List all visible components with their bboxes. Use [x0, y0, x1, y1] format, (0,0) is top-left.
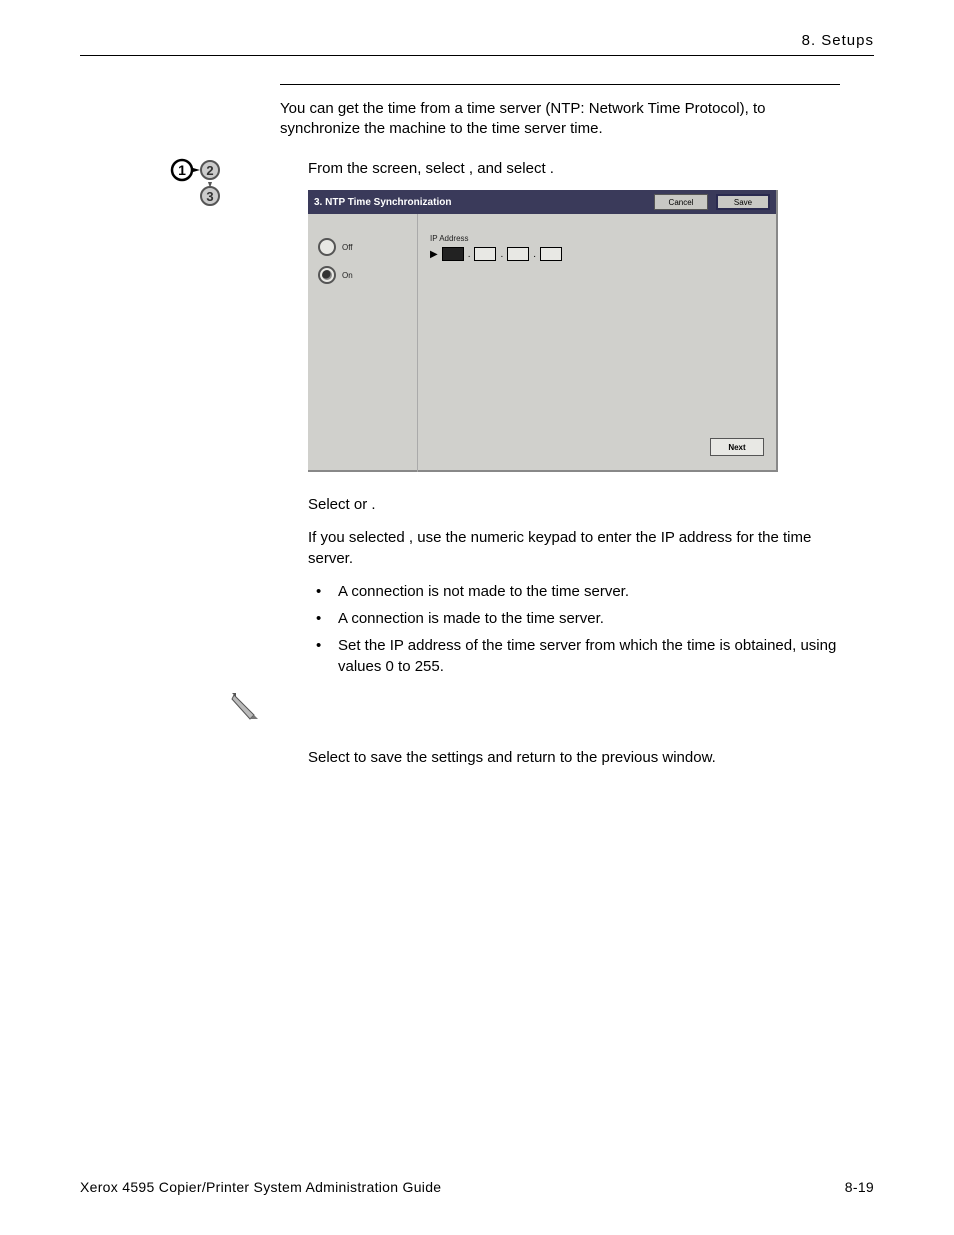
screenshot-header: 3. NTP Time Synchronization Cancel Save: [308, 190, 776, 214]
step-1-row: 1 2 3 From the screen, select , and sele…: [280, 158, 840, 473]
step4-rest: to save the settings and return to the p…: [354, 749, 716, 766]
ip-arrow-icon: ▶: [430, 249, 438, 260]
radio-off-icon: [318, 238, 336, 256]
section-rule: [280, 84, 840, 85]
intro-text: You can get the time from a time server …: [280, 99, 840, 140]
steps-123-icon: 1 2 3: [170, 158, 226, 206]
ip-dot-2: .: [500, 249, 503, 260]
printer-screenshot: 3. NTP Time Synchronization Cancel Save …: [308, 190, 778, 472]
ip-address-label: IP Address: [430, 234, 764, 243]
screenshot-body: Off On IP Address ▶ .: [308, 214, 776, 472]
header-rule: [80, 55, 874, 56]
bullet-ip: Set the IP address of the time server fr…: [308, 635, 840, 677]
bullet-list: A connection is not made to the time ser…: [308, 581, 840, 677]
screenshot-header-buttons: Cancel Save: [654, 194, 770, 210]
page: 8. Setups You can get the time from a ti…: [0, 0, 954, 1235]
step3-prefix: If you selected: [308, 529, 409, 546]
step1-mid2: , and select: [469, 160, 550, 177]
svg-text:2: 2: [206, 163, 213, 178]
chapter-header: 8. Setups: [80, 32, 874, 55]
ip-octet-4[interactable]: [540, 247, 562, 261]
step2-mid: or: [354, 496, 372, 513]
bullet-on: A connection is made to the time server.: [308, 608, 840, 629]
ip-dot-1: .: [468, 249, 471, 260]
screenshot-right-panel: IP Address ▶ . . . Next: [418, 214, 776, 472]
ip-octet-1[interactable]: [442, 247, 464, 261]
screenshot-left-panel: Off On: [308, 214, 418, 472]
step-3-text: If you selected , use the numeric keypad…: [308, 527, 840, 569]
ip-octet-3[interactable]: [507, 247, 529, 261]
content-column: You can get the time from a time server …: [280, 84, 840, 768]
footer-left: Xerox 4595 Copier/Printer System Adminis…: [80, 1179, 441, 1195]
bullet-off: A connection is not made to the time ser…: [308, 581, 840, 602]
pencil-note-icon: [230, 691, 262, 723]
page-footer: Xerox 4595 Copier/Printer System Adminis…: [80, 1179, 874, 1195]
save-button[interactable]: Save: [716, 194, 770, 210]
step2-prefix: Select: [308, 496, 354, 513]
step-2-text: Select or .: [308, 494, 840, 515]
step1-end: .: [550, 160, 554, 177]
radio-on-icon: [318, 266, 336, 284]
cancel-button[interactable]: Cancel: [654, 194, 708, 210]
footer-right: 8-19: [845, 1179, 874, 1195]
step4-prefix: Select: [308, 749, 354, 766]
svg-text:3: 3: [206, 189, 213, 204]
step2-end: .: [371, 496, 375, 513]
step1-mid1: screen, select: [372, 160, 469, 177]
next-button[interactable]: Next: [710, 438, 764, 456]
radio-on-row[interactable]: On: [318, 266, 407, 284]
step-4-text: Select to save the settings and return t…: [308, 747, 840, 768]
step1-prefix: From the: [308, 160, 372, 177]
svg-text:1: 1: [178, 162, 186, 178]
ip-octet-2[interactable]: [474, 247, 496, 261]
radio-off-label: Off: [342, 243, 353, 252]
step-1-text: From the screen, select , and select .: [308, 158, 840, 181]
screenshot-title: 3. NTP Time Synchronization: [314, 197, 451, 208]
radio-off-row[interactable]: Off: [318, 238, 407, 256]
ip-dot-3: .: [533, 249, 536, 260]
radio-on-label: On: [342, 271, 353, 280]
ip-address-row: ▶ . . .: [430, 247, 764, 261]
